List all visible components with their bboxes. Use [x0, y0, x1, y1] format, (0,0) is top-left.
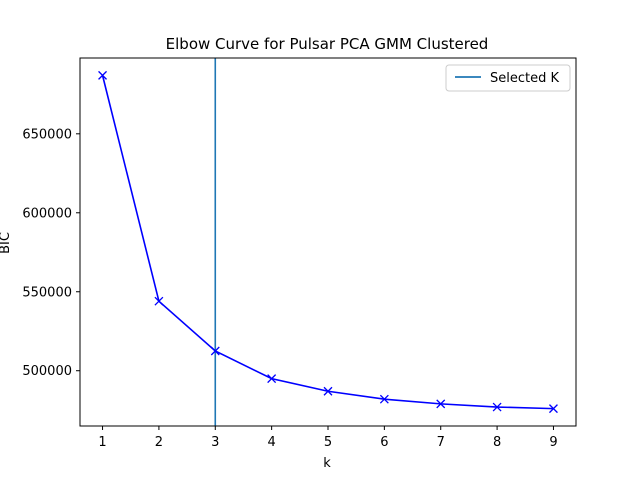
bic-point-k8	[492, 402, 502, 412]
y-tick-label: 500000	[22, 364, 72, 379]
tick-layer: 1 2 3 4 5 6 7 8 9 500000 550000 600000 650000	[22, 127, 557, 450]
bic-point-k6	[379, 394, 389, 404]
y-tick-label: 600000	[22, 206, 72, 221]
bic-point-k4	[267, 374, 277, 384]
x-tick-label: 5	[324, 435, 332, 450]
x-tick-label: 6	[380, 435, 388, 450]
bic-point-k7	[436, 399, 446, 409]
x-tick-label: 4	[267, 435, 275, 450]
x-tick-label: 3	[211, 435, 219, 450]
bic-series-line	[101, 75, 554, 410]
y-tick-label: 650000	[22, 127, 72, 142]
plot-frame	[79, 57, 577, 427]
x-tick-label: 1	[98, 435, 106, 450]
y-axis-label: BIC	[0, 232, 13, 254]
legend-entry-selected-k: Selected K	[490, 71, 559, 86]
bic-point-k9	[548, 404, 558, 414]
legend: Selected K	[445, 64, 571, 92]
x-tick-label: 2	[155, 435, 163, 450]
x-tick-label: 8	[493, 435, 501, 450]
bic-point-k5	[323, 386, 333, 396]
bic-point-k3	[210, 346, 220, 356]
bic-point-k1	[98, 70, 108, 80]
legend-box	[445, 64, 571, 92]
y-tick-label: 550000	[22, 285, 72, 300]
x-axis-label: k	[323, 456, 331, 471]
chart-title: Elbow Curve for Pulsar PCA GMM Clustered	[166, 35, 489, 53]
x-tick-label: 9	[549, 435, 557, 450]
plot-layer	[98, 58, 558, 426]
x-tick-label: 7	[437, 435, 445, 450]
bic-point-k2	[154, 296, 164, 306]
